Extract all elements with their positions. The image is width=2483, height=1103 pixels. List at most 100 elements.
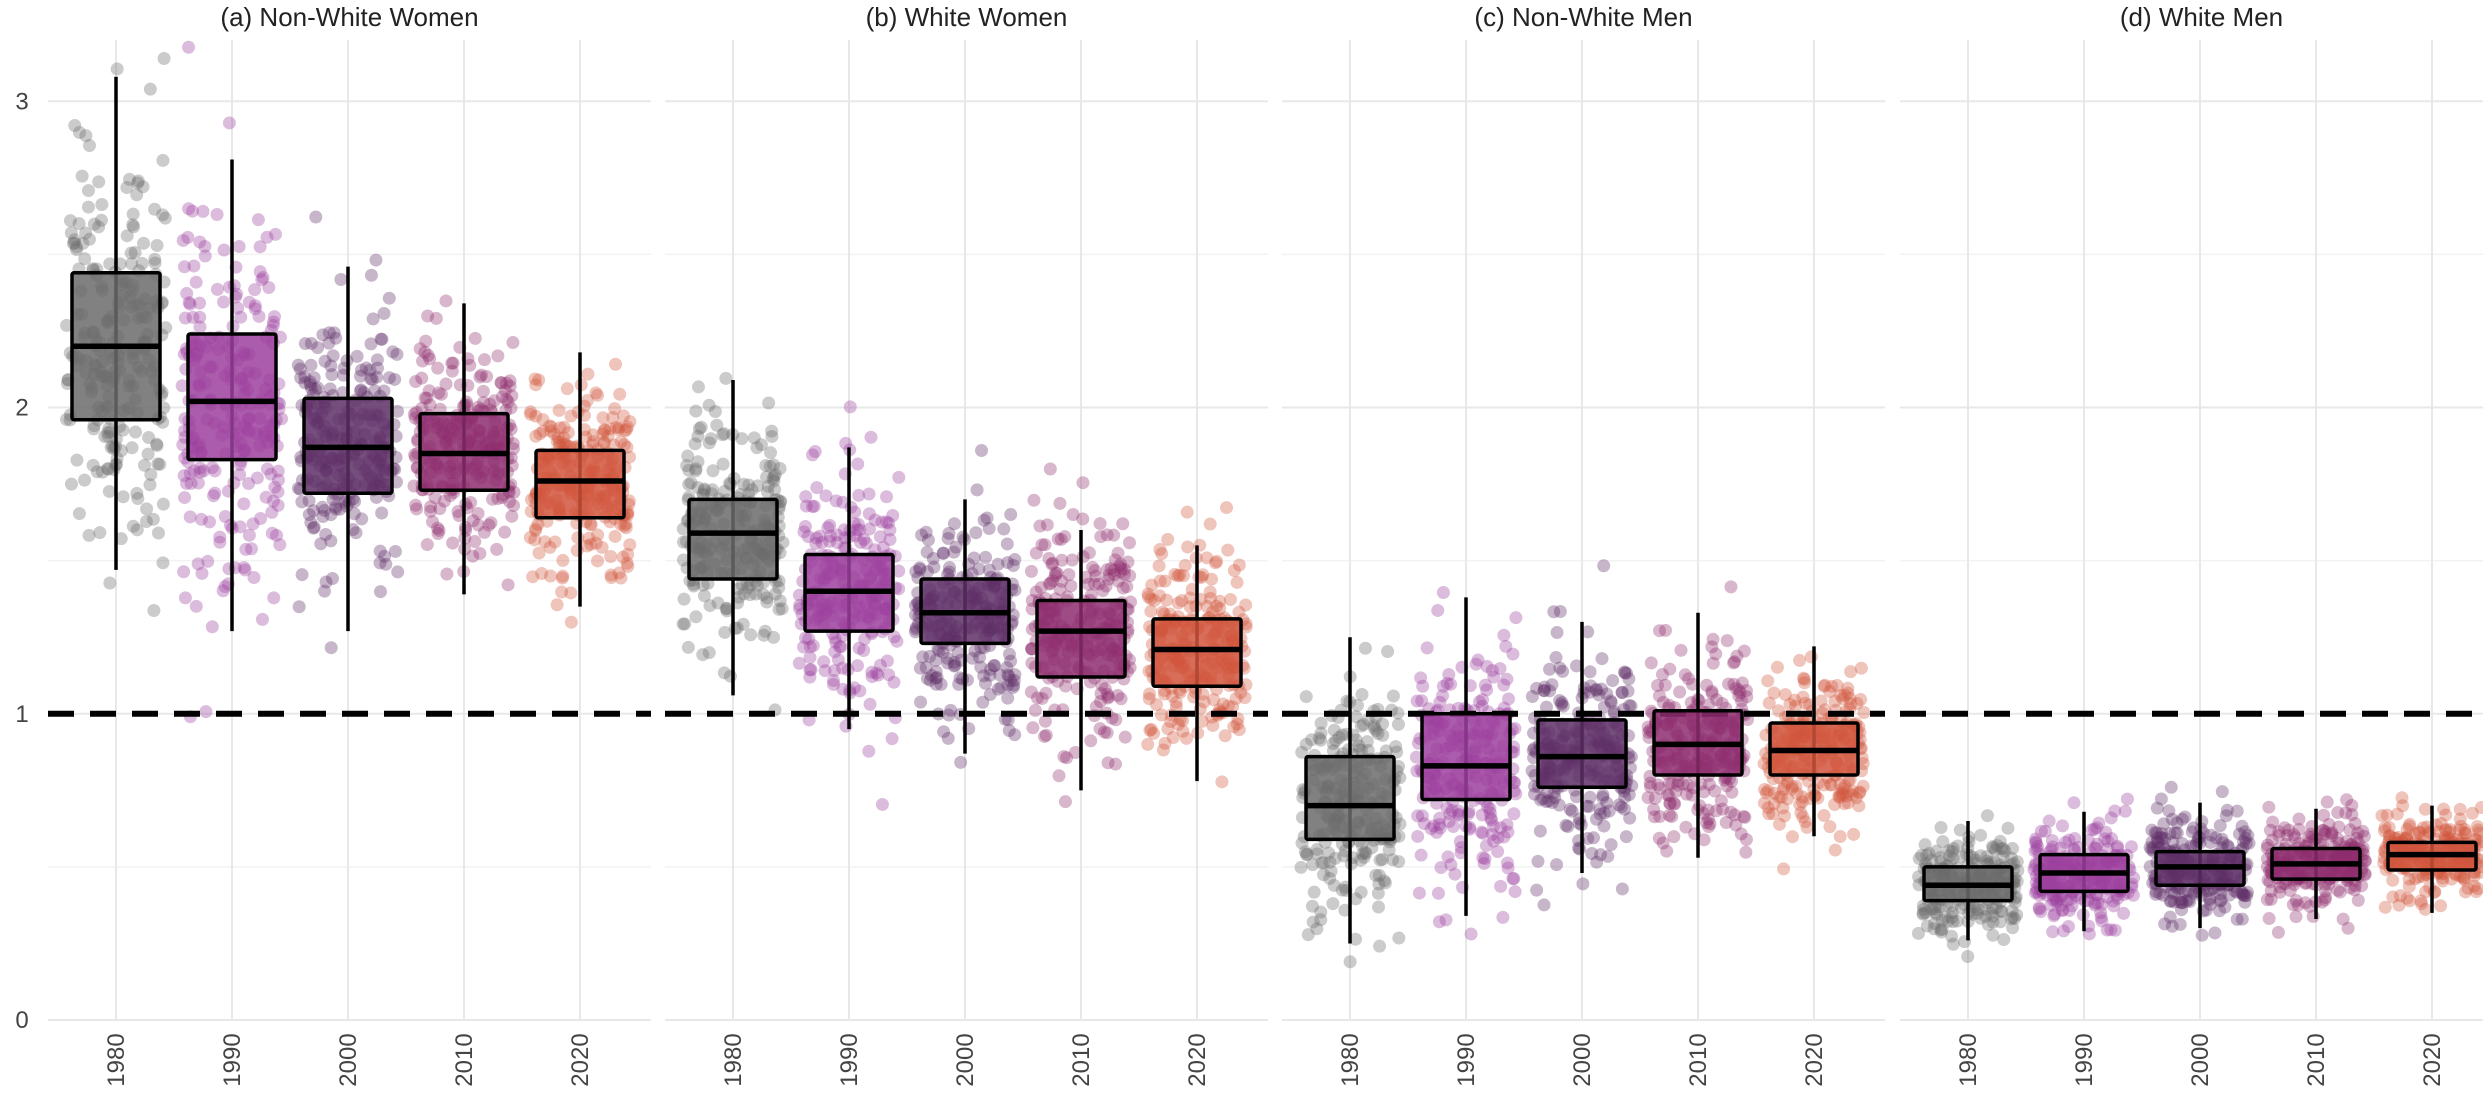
jitter-point bbox=[2265, 833, 2279, 847]
jitter-point bbox=[2145, 835, 2159, 849]
jitter-point bbox=[1708, 784, 1722, 798]
jitter-point bbox=[980, 511, 994, 525]
jitter-point bbox=[142, 431, 156, 445]
jitter-point bbox=[984, 662, 998, 676]
jitter-point bbox=[1144, 592, 1158, 606]
jitter-point bbox=[246, 517, 260, 531]
x-tick-label: 2020 bbox=[1184, 1033, 1211, 1086]
jitter-point bbox=[2155, 827, 2169, 841]
jitter-point bbox=[307, 371, 321, 385]
jitter-point bbox=[260, 230, 274, 244]
jitter-point bbox=[2089, 842, 2103, 856]
jitter-point bbox=[1990, 839, 2004, 853]
jitter-point bbox=[1116, 517, 1130, 531]
jitter-point bbox=[1669, 784, 1683, 798]
jitter-point bbox=[1093, 722, 1107, 736]
jitter-point bbox=[942, 561, 956, 575]
jitter-point bbox=[1651, 778, 1665, 792]
jitter-point bbox=[231, 301, 245, 315]
x-tick-label: 2000 bbox=[952, 1033, 979, 1086]
jitter-point bbox=[1065, 553, 1079, 567]
jitter-point bbox=[1154, 708, 1168, 722]
jitter-point bbox=[2402, 819, 2416, 833]
jitter-point bbox=[151, 526, 165, 540]
jitter-point bbox=[324, 534, 338, 548]
jitter-point bbox=[1501, 692, 1515, 706]
jitter-point bbox=[2163, 910, 2177, 924]
jitter-point bbox=[983, 687, 997, 701]
jitter-point bbox=[1485, 827, 1499, 841]
jitter-point bbox=[1444, 677, 1458, 691]
jitter-point bbox=[1210, 599, 1224, 613]
jitter-point bbox=[698, 482, 712, 496]
jitter-point bbox=[1084, 734, 1098, 748]
jitter-point bbox=[560, 382, 574, 396]
jitter-point bbox=[1734, 827, 1748, 841]
jitter-point bbox=[1837, 797, 1851, 811]
jitter-point bbox=[182, 40, 196, 54]
jitter-point bbox=[609, 420, 623, 434]
jitter-point bbox=[2318, 825, 2332, 839]
jitter-point bbox=[1042, 551, 1056, 565]
jitter-point bbox=[124, 246, 138, 260]
jitter-point bbox=[1066, 508, 1080, 522]
jitter-point bbox=[334, 272, 348, 286]
jitter-point bbox=[2090, 837, 2104, 851]
jitter-point bbox=[1108, 553, 1122, 567]
jitter-point bbox=[1929, 844, 1943, 858]
jitter-point bbox=[1411, 809, 1425, 823]
jitter-point bbox=[1619, 666, 1633, 680]
jitter-point bbox=[1922, 847, 1936, 861]
jitter-point bbox=[1681, 778, 1695, 792]
jitter-point bbox=[1329, 734, 1343, 748]
jitter-point bbox=[1920, 848, 1934, 862]
jitter-point bbox=[1389, 740, 1403, 754]
jitter-point bbox=[608, 529, 622, 543]
jitter-point bbox=[703, 599, 717, 613]
jitter-point bbox=[232, 239, 246, 253]
jitter-point bbox=[1727, 677, 1741, 691]
jitter-point bbox=[1788, 693, 1802, 707]
jitter-point bbox=[1097, 725, 1111, 739]
jitter-point bbox=[913, 562, 927, 576]
jitter-point bbox=[829, 494, 843, 508]
jitter-point bbox=[556, 553, 570, 567]
jitter-point bbox=[327, 326, 341, 340]
jitter-point bbox=[908, 598, 922, 612]
jitter-point bbox=[326, 492, 340, 506]
jitter-point bbox=[2004, 851, 2018, 865]
jitter-point bbox=[354, 384, 368, 398]
jitter-point bbox=[1144, 604, 1158, 618]
jitter-point bbox=[244, 542, 258, 556]
jitter-point bbox=[1210, 554, 1224, 568]
jitter-point bbox=[799, 631, 813, 645]
jitter-point bbox=[207, 489, 221, 503]
jitter-point bbox=[82, 232, 96, 246]
jitter-point bbox=[420, 391, 434, 405]
jitter-point bbox=[2088, 896, 2102, 910]
jitter-point bbox=[82, 528, 96, 542]
jitter-point bbox=[2416, 821, 2430, 835]
jitter-point bbox=[2316, 823, 2330, 837]
jitter-point bbox=[851, 457, 865, 471]
jitter-point bbox=[909, 565, 923, 579]
jitter-point bbox=[2303, 899, 2317, 913]
jitter-point bbox=[913, 661, 927, 675]
jitter-point bbox=[2298, 896, 2312, 910]
jitter-point bbox=[764, 446, 778, 460]
jitter-point bbox=[1295, 745, 1309, 759]
jitter-point bbox=[2418, 902, 2432, 916]
jitter-point bbox=[544, 424, 558, 438]
jitter-point bbox=[1853, 785, 1867, 799]
x-tick-label: 2010 bbox=[1685, 1033, 1712, 1086]
jitter-point bbox=[529, 429, 543, 443]
jitter-point bbox=[1814, 694, 1828, 708]
jitter-point bbox=[2350, 831, 2364, 845]
jitter-point bbox=[2057, 924, 2071, 938]
jitter-point bbox=[696, 578, 710, 592]
jitter-point bbox=[596, 411, 610, 425]
jitter-point bbox=[391, 565, 405, 579]
jitter-point bbox=[251, 213, 265, 227]
jitter-point bbox=[2242, 836, 2256, 850]
jitter-point bbox=[1701, 812, 1715, 826]
